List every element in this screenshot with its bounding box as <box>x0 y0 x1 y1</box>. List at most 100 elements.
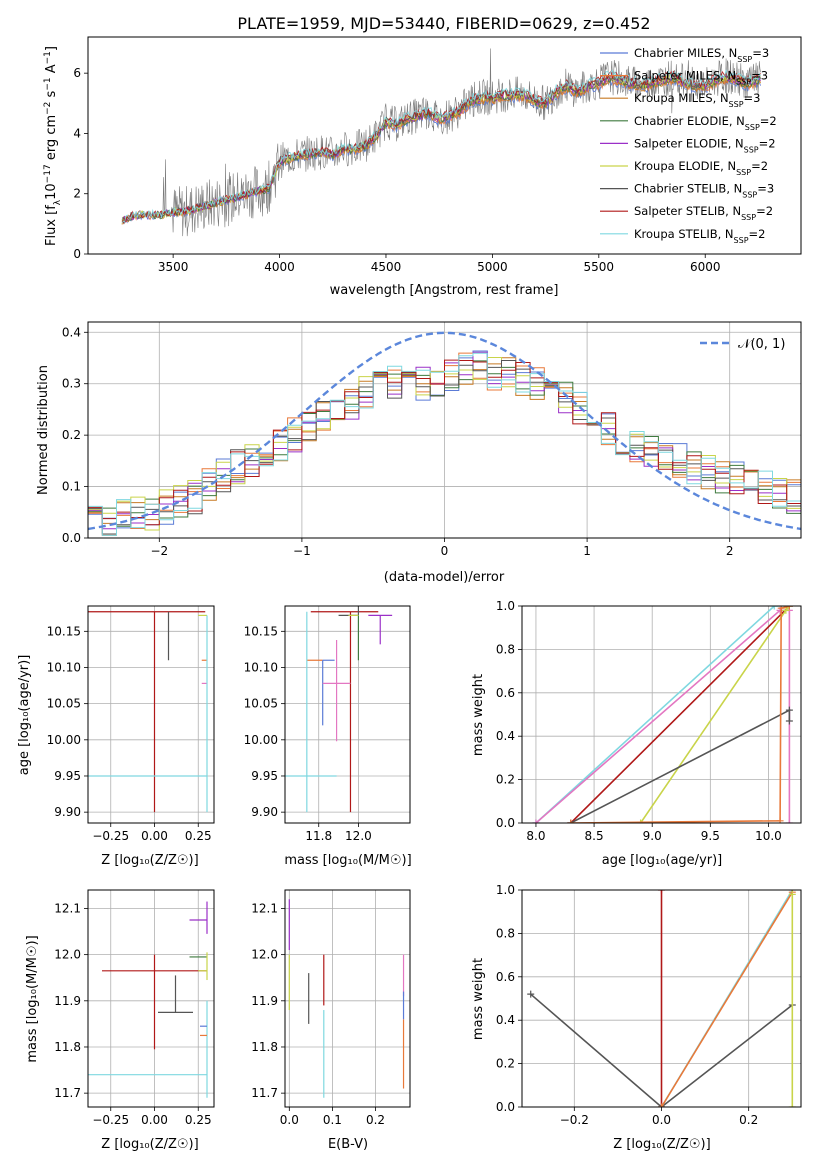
cumulative_Z-marker <box>788 890 796 898</box>
age_vs_mass-plot-area <box>285 606 393 813</box>
cumulative_age-xtick-label: 10.0 <box>755 829 782 843</box>
spectrum-xlabel: wavelength [Angstrom, rest frame] <box>330 283 559 298</box>
mass_vs_ebv-xtick-label: 0.1 <box>323 1113 342 1127</box>
age_vs_mass-ytick-label: 9.90 <box>251 805 278 819</box>
cumulative_age-line <box>570 606 790 823</box>
cumulative_Z-xtick-label: 0.2 <box>739 1113 758 1127</box>
cumulative_Z-marker <box>527 990 535 998</box>
spectrum-xtick-label: 6000 <box>690 260 721 274</box>
legend-entry: Salpeter ELODIE, NSSP=2 <box>634 136 776 154</box>
age_vs_mass-ytick-label: 10.15 <box>244 624 278 638</box>
cumulative_age-marker <box>567 819 575 823</box>
cumulative_age-ytick-label: 0.0 <box>496 816 515 830</box>
cumulative_age-xtick-label: 9.0 <box>643 829 662 843</box>
age_vs_mass-ytick-label: 9.95 <box>251 769 278 783</box>
cumulative_age-marker <box>776 817 784 823</box>
age_vs_mass-xtick-label: 12.0 <box>345 829 372 843</box>
age_vs_Z-ytick-label: 9.95 <box>54 769 81 783</box>
spectrum-xtick-label: 5000 <box>477 260 508 274</box>
age-z-xlabel: Z [log₁₀(Z/Z☉)] <box>101 853 198 868</box>
normal-legend-label: 𝒩(0, 1) <box>738 337 785 352</box>
spectrum-xtick-label: 4500 <box>371 260 402 274</box>
cumulative_age-marker <box>785 717 793 725</box>
residuals-ytick-label: 0.4 <box>62 325 81 339</box>
spectrum-frame <box>87 36 802 255</box>
normal-curve <box>88 331 801 531</box>
age_vs_mass-ytick-label: 10.05 <box>244 697 278 711</box>
cumulative_Z-ytick-label: 0.8 <box>496 926 515 940</box>
cumulative_Z-plot-area <box>527 890 796 1107</box>
mass_vs_Z-plot-area <box>88 901 208 1098</box>
age_vs_Z-ytick-label: 10.10 <box>47 660 81 674</box>
mass_vs_ebv-axes: 0.0 0.1 0.2 11.7 11.8 11.9 12.0 12.1 <box>251 890 410 1127</box>
mass_vs_ebv-ytick-label: 11.8 <box>251 1040 278 1054</box>
mass_vs_Z-xtick-label: 0.25 <box>185 1113 212 1127</box>
spectrum-title: PLATE=1959, MJD=53440, FIBERID=0629, z=0… <box>237 14 650 33</box>
cumulative_age-ytick-label: 0.4 <box>496 729 515 743</box>
cumulative_Z-marker <box>788 1103 796 1107</box>
cum-age-xlabel: age [log₁₀(age/yr)] <box>602 853 723 868</box>
mass-ebv-xlabel: E(B-V) <box>328 1137 368 1152</box>
mass_vs_ebv-ytick-label: 12.0 <box>251 948 278 962</box>
spectrum-model-line <box>121 69 761 224</box>
mass_vs_Z-axes: −0.25 0.00 0.25 11.7 11.8 11.9 12.0 12.1 <box>54 890 214 1127</box>
residuals-xtick-label: −1 <box>293 544 311 558</box>
cumulative_age-plot-area <box>532 606 793 823</box>
mass_vs_ebv-frame <box>284 889 411 1108</box>
spectrum-ytick-label: 2 <box>73 187 81 201</box>
cumulative_age-marker <box>777 606 785 612</box>
legend-entry: Kroupa STELIB, NSSP=2 <box>634 227 765 245</box>
cumulative_age-line <box>639 606 791 823</box>
cumulative_age-xtick-label: 8.0 <box>526 829 545 843</box>
residuals-ytick-label: 0.1 <box>62 480 81 494</box>
cumulative_age-line <box>535 606 790 823</box>
cumulative_age-xtick-label: 8.5 <box>585 829 604 843</box>
spectrum-ytick-label: 6 <box>73 66 81 80</box>
residuals-xtick-label: −2 <box>150 544 168 558</box>
cumulative_Z-ytick-label: 0.0 <box>496 1100 515 1114</box>
age_vs_mass-ytick-label: 10.00 <box>244 733 278 747</box>
age_vs_Z-axes: −0.25 0.00 0.25 9.90 9.95 10.00 10.05 10.10 10.1… <box>47 606 214 843</box>
legend-entry: Chabrier ELODIE, NSSP=2 <box>634 114 777 132</box>
legend-entry: Kroupa MILES, NSSP=3 <box>634 91 760 109</box>
age_vs_mass-frame <box>284 605 411 824</box>
spectrum-ytick-label: 0 <box>73 247 81 261</box>
cumulative_age-ytick-label: 0.8 <box>496 642 515 656</box>
age-mass-xlabel: mass [log₁₀(M/M☉)] <box>284 853 411 868</box>
age_vs_mass-axes: 11.8 12.0 9.90 9.95 10.00 10.05 10.10 10.15 <box>244 606 410 843</box>
cumulative_age-marker <box>785 819 793 823</box>
age_vs_Z-xtick-label: 0.25 <box>185 829 212 843</box>
mass_vs_Z-xtick-label: −0.25 <box>92 1113 129 1127</box>
legend-entry: Chabrier MILES, NSSP=3 <box>634 46 769 64</box>
cum-z-xlabel: Z [log₁₀(Z/Z☉)] <box>613 1137 710 1152</box>
cumulative_age-marker <box>785 706 793 714</box>
cumulative_age-frame <box>521 605 802 824</box>
age_vs_Z-ytick-label: 10.00 <box>47 733 81 747</box>
residuals-ytick-label: 0.0 <box>62 531 81 545</box>
cumulative_Z-axes: −0.2 0.0 0.2 0.0 0.2 0.4 0.6 0.8 1.0 <box>496 883 801 1127</box>
age_vs_Z-xtick-label: 0.00 <box>141 829 168 843</box>
legend-entry: Salpeter STELIB, NSSP=2 <box>634 204 773 222</box>
cumulative_Z-ytick-label: 0.6 <box>496 970 515 984</box>
cumulative_Z-frame <box>521 889 802 1108</box>
cumulative_Z-marker <box>658 890 665 894</box>
mass_vs_Z-ytick-label: 11.7 <box>54 1086 81 1100</box>
age_vs_Z-ytick-label: 10.05 <box>47 697 81 711</box>
residual-ylabel: Normed distribution <box>36 365 51 495</box>
residual-histogram <box>88 352 801 536</box>
cumulative_age-marker <box>770 606 778 610</box>
mass_vs_Z-xtick-label: 0.00 <box>141 1113 168 1127</box>
cum-age-ylabel: mass weight <box>471 674 486 756</box>
residual-plot-area <box>88 331 801 536</box>
spectrum-axes: 3500 4000 4500 5000 5500 6000 0 2 4 6 <box>73 66 720 274</box>
residuals-xtick-label: 0 <box>441 544 449 558</box>
age_vs_Z-xtick-label: −0.25 <box>92 829 129 843</box>
cumulative_age-marker <box>785 606 793 610</box>
spectrum-ytick-label: 4 <box>73 126 81 140</box>
age_vs_Z-ytick-label: 9.90 <box>54 805 81 819</box>
age_vs_mass-ytick-label: 10.10 <box>244 660 278 674</box>
legend-entry: Kroupa ELODIE, NSSP=2 <box>634 159 768 177</box>
cumulative_Z-ytick-label: 1.0 <box>496 883 515 897</box>
cumulative_age-ytick-label: 1.0 <box>496 599 515 613</box>
age_vs_Z-plot-area <box>88 611 208 813</box>
